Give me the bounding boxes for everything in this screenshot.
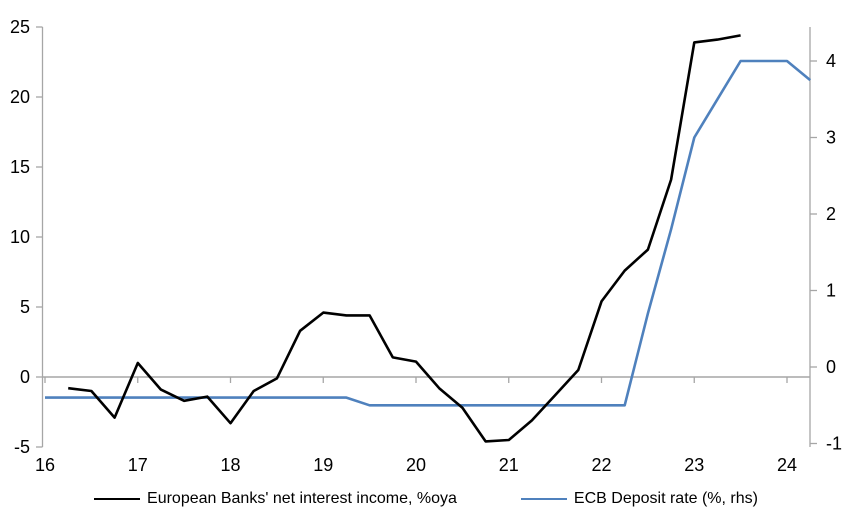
x-axis-label: 24	[777, 455, 797, 475]
left-axis-label: -5	[14, 437, 30, 457]
left-axis-label: 10	[10, 227, 30, 247]
right-axis-label: -1	[826, 434, 842, 454]
left-axis-label: 25	[10, 17, 30, 37]
x-axis-label: 18	[220, 455, 240, 475]
x-axis-label: 19	[313, 455, 333, 475]
x-axis-label: 20	[406, 455, 426, 475]
left-axis-label: 5	[20, 297, 30, 317]
legend-item-nii: European Banks' net interest income, %oy…	[94, 490, 457, 508]
right-axis-label: 4	[826, 51, 836, 71]
legend-item-ecb: ECB Deposit rate (%, rhs)	[520, 490, 758, 508]
chart-legend: European Banks' net interest income, %oy…	[0, 490, 852, 508]
left-axis-label: 15	[10, 157, 30, 177]
right-axis-label: 0	[826, 357, 836, 377]
x-axis-label: 21	[499, 455, 519, 475]
x-axis-label: 17	[128, 455, 148, 475]
x-axis-label: 22	[591, 455, 611, 475]
legend-line-swatch-ecb	[520, 497, 567, 501]
legend-line-swatch-nii	[94, 497, 141, 501]
right-axis-label: 1	[826, 281, 836, 301]
series-line-ecb-deposit-rate	[45, 59, 812, 407]
left-axis-label: 20	[10, 87, 30, 107]
legend-label-ecb: ECB Deposit rate (%, rhs)	[573, 490, 758, 507]
series-line-nii	[68, 34, 741, 443]
right-axis-label: 2	[826, 204, 836, 224]
left-axis-label: 0	[20, 367, 30, 387]
x-axis-label: 16	[35, 455, 55, 475]
legend-label-nii: European Banks' net interest income, %oy…	[147, 490, 457, 507]
right-axis-label: 3	[826, 128, 836, 148]
x-axis-label: 23	[684, 455, 704, 475]
